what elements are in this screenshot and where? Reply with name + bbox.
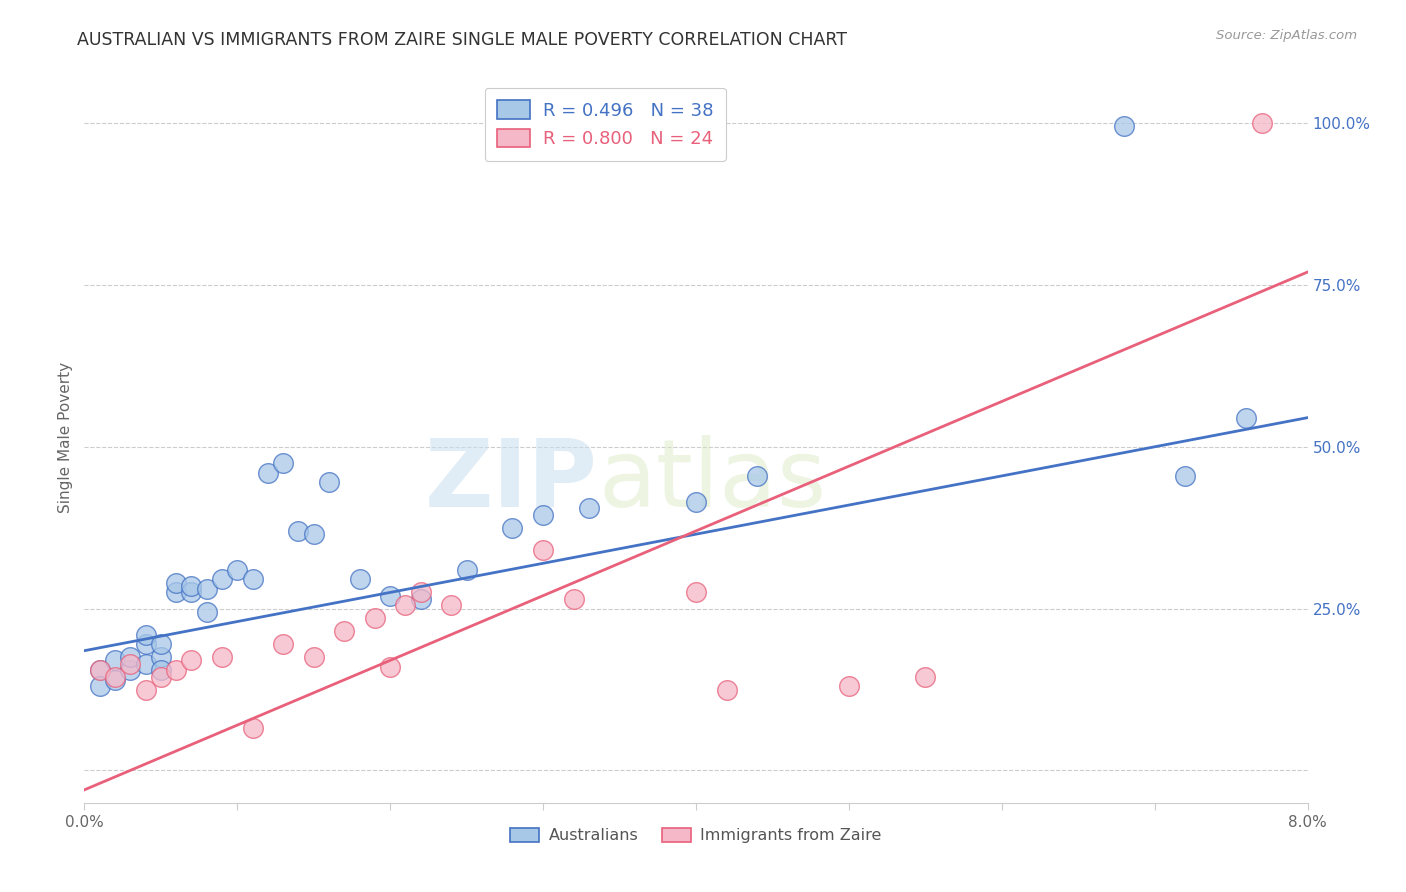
Point [1174,469,1197,483]
Point [380,660,402,674]
Point [165,663,187,677]
Point [716,682,738,697]
Point [104,669,127,683]
Point [149,650,172,665]
Point [914,669,936,683]
Point [685,495,707,509]
Point [271,456,294,470]
Point [135,627,157,641]
Point [226,563,249,577]
Point [89,663,111,677]
Point [120,663,142,677]
Point [120,650,142,665]
Point [89,663,111,677]
Point [242,573,264,587]
Y-axis label: Single Male Poverty: Single Male Poverty [58,361,73,513]
Point [502,521,524,535]
Point [440,599,463,613]
Point [211,650,233,665]
Point [1250,116,1272,130]
Point [89,679,111,693]
Point [409,585,432,599]
Point [104,653,127,667]
Point [1236,410,1258,425]
Point [149,669,172,683]
Point [195,605,218,619]
Point [195,582,218,597]
Point [135,682,157,697]
Point [531,543,554,558]
Text: ZIP: ZIP [425,435,598,527]
Point [287,524,309,538]
Point [562,591,585,606]
Point [242,722,264,736]
Text: AUSTRALIAN VS IMMIGRANTS FROM ZAIRE SINGLE MALE POVERTY CORRELATION CHART: AUSTRALIAN VS IMMIGRANTS FROM ZAIRE SING… [77,31,848,49]
Point [180,653,202,667]
Point [380,589,402,603]
Point [302,527,325,541]
Point [531,508,554,522]
Point [120,657,142,671]
Point [456,563,478,577]
Point [318,475,340,490]
Point [180,579,202,593]
Point [364,611,387,625]
Text: atlas: atlas [598,435,827,527]
Point [180,585,202,599]
Point [409,591,432,606]
Point [135,637,157,651]
Point [333,624,356,639]
Point [578,501,600,516]
Point [747,469,769,483]
Point [104,673,127,687]
Point [271,637,294,651]
Point [257,466,280,480]
Legend: Australians, Immigrants from Zaire: Australians, Immigrants from Zaire [503,822,889,850]
Point [838,679,860,693]
Point [165,585,187,599]
Point [349,573,371,587]
Text: Source: ZipAtlas.com: Source: ZipAtlas.com [1216,29,1357,42]
Point [685,585,707,599]
Point [394,599,416,613]
Point [302,650,325,665]
Point [149,637,172,651]
Point [149,663,172,677]
Point [211,573,233,587]
Point [135,657,157,671]
Point [165,575,187,590]
Point [1114,120,1136,134]
